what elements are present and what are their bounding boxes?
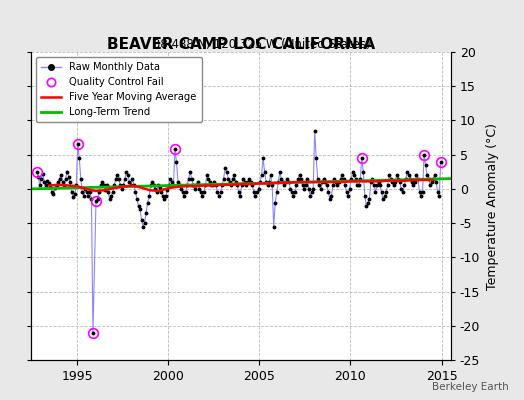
Legend: Raw Monthly Data, Quality Control Fail, Five Year Moving Average, Long-Term Tren: Raw Monthly Data, Quality Control Fail, …	[37, 57, 202, 122]
Text: 38.488 N, 120.325 W (United States): 38.488 N, 120.325 W (United States)	[153, 38, 371, 51]
Text: Berkeley Earth: Berkeley Earth	[432, 382, 508, 392]
Title: BEAVER CAMP LOC CALIFORNIA: BEAVER CAMP LOC CALIFORNIA	[107, 37, 375, 52]
Y-axis label: Temperature Anomaly (°C): Temperature Anomaly (°C)	[486, 122, 499, 290]
